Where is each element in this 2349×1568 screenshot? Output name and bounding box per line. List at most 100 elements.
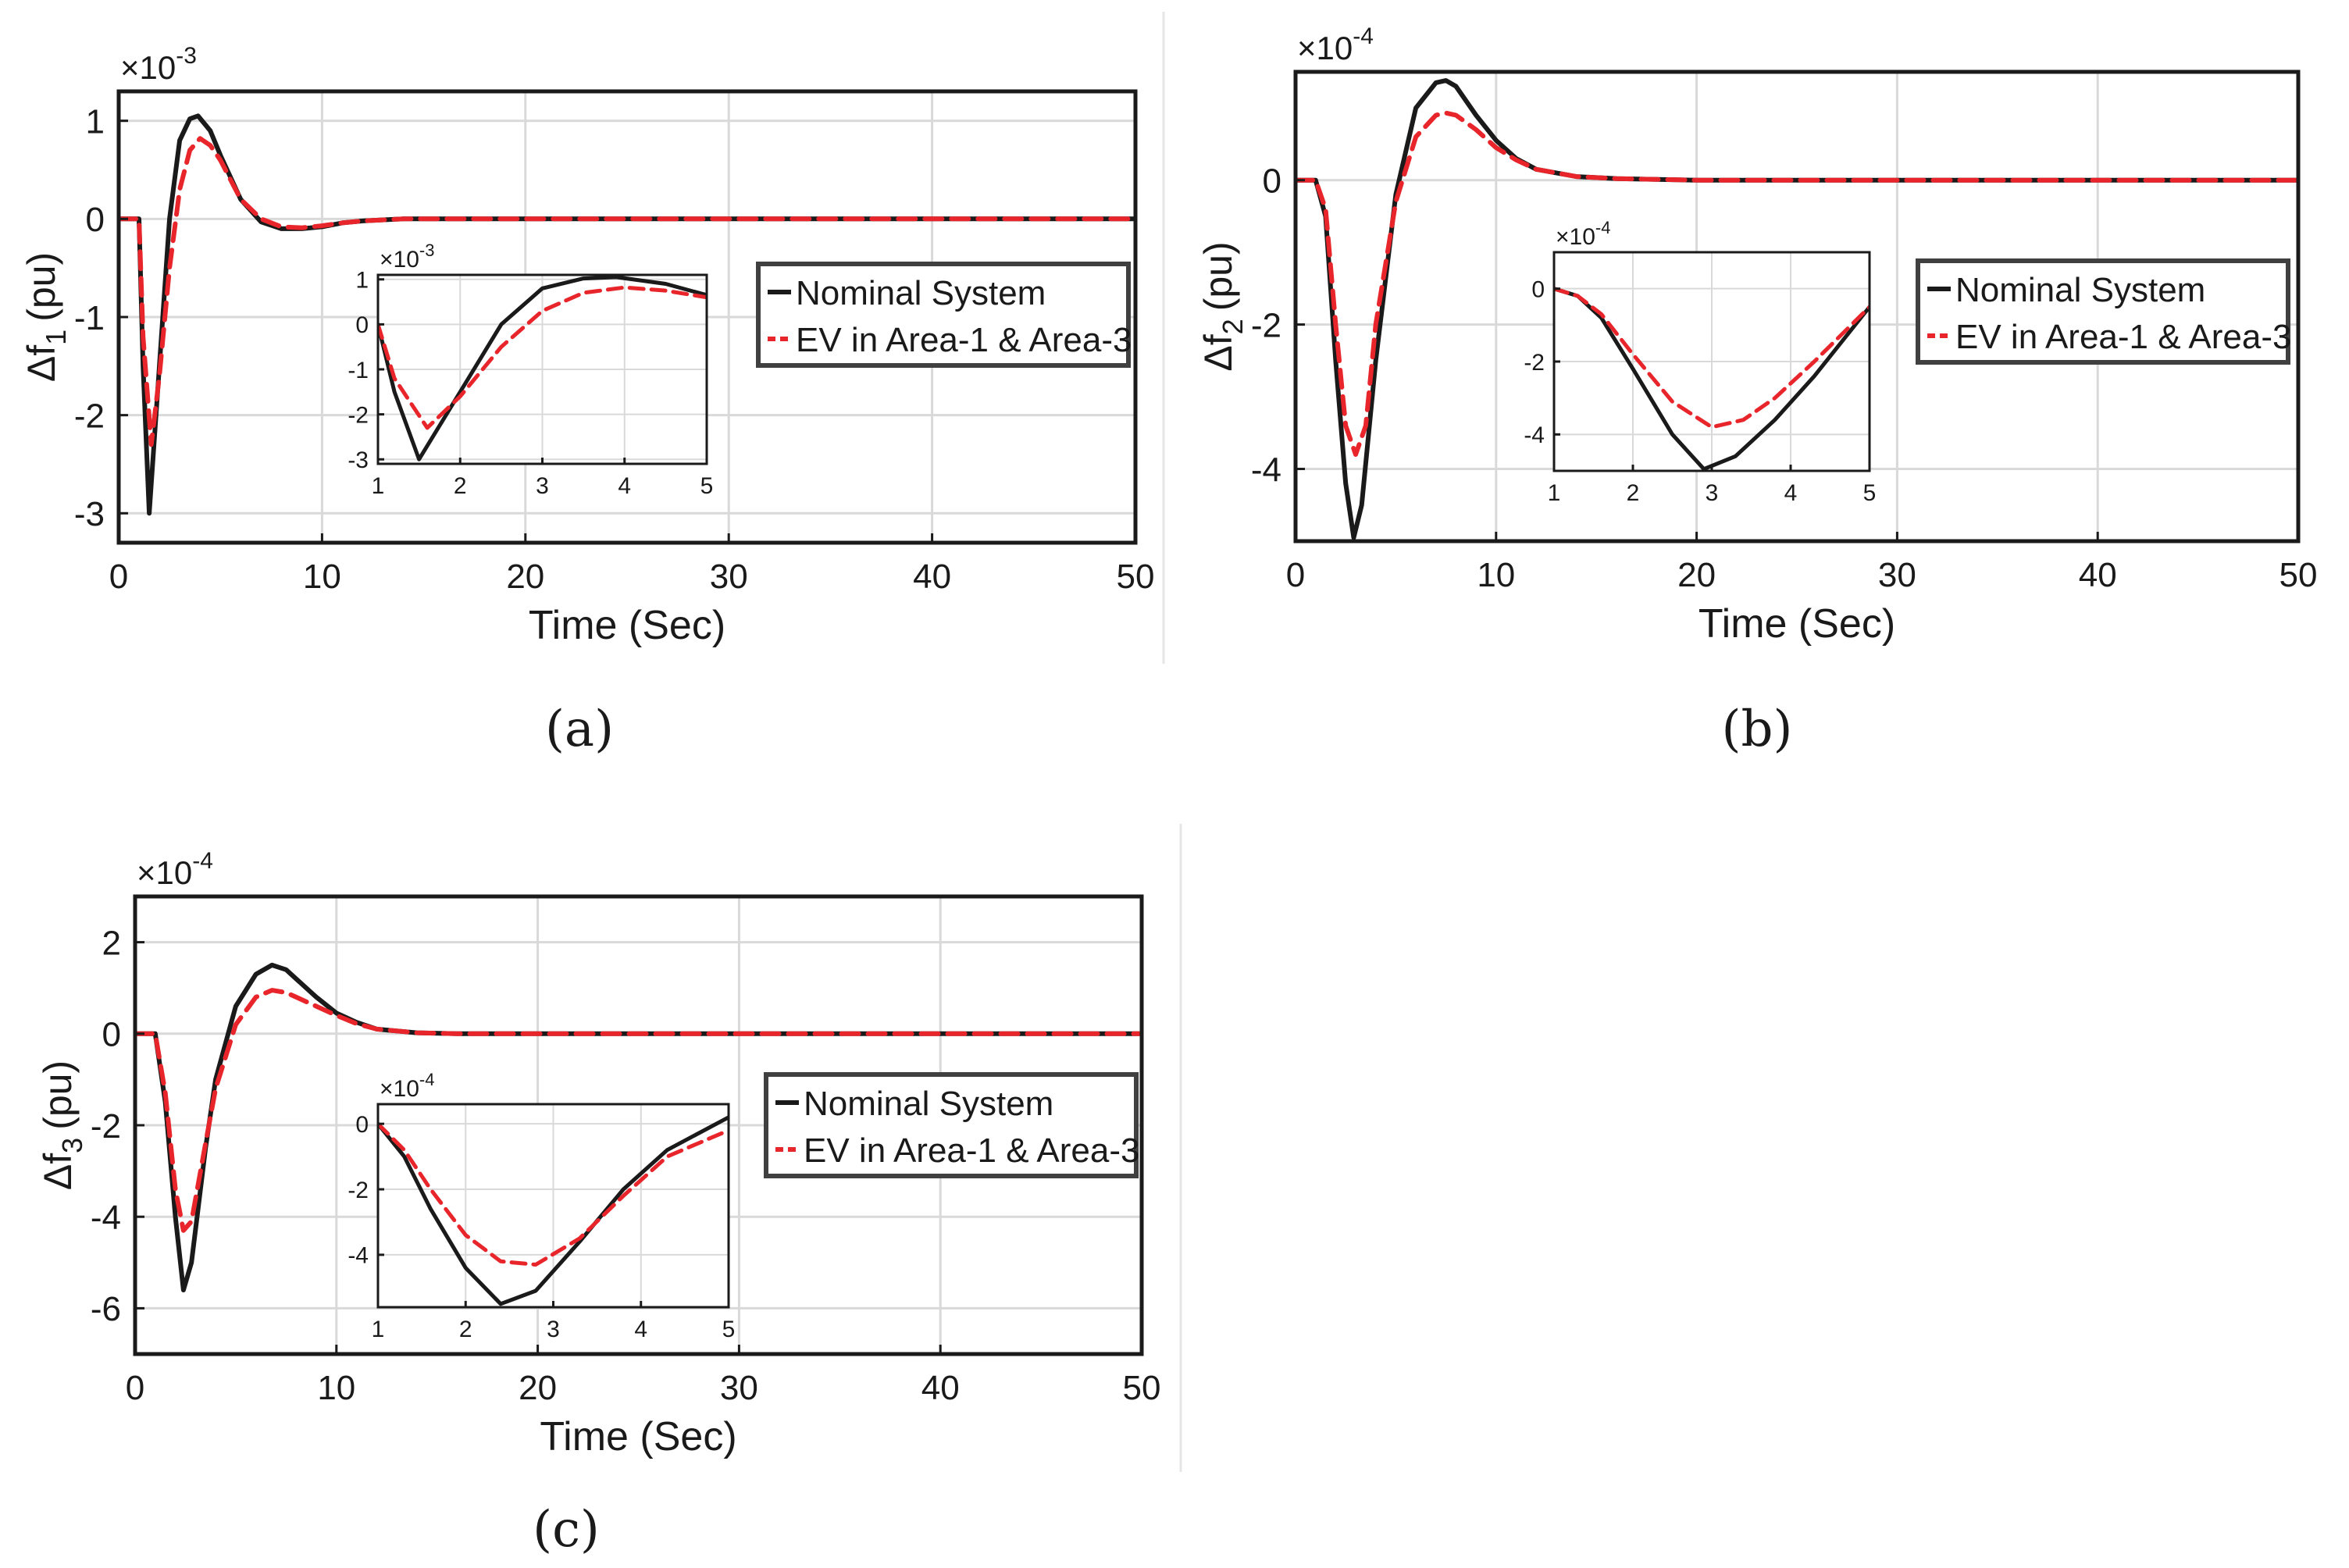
panel-c-main-x-tick-label: 50 [1123, 1369, 1161, 1407]
panel-b-inset-series-nominal-line [1554, 287, 1870, 471]
panel-a-inset-x-tick-label: 1 [372, 473, 385, 499]
panel-b-inset: 1 2 3 4 5 -4 -2 0 ×10-4 [1524, 218, 1876, 506]
panel-c-main-exponent-base: ×10 [137, 854, 192, 891]
panel-a-inset-exponent-base: ×10 [380, 247, 419, 273]
panel-c-inset-y-tick-label: -4 [348, 1243, 369, 1269]
panel-b-main-exponent-power: -4 [1353, 23, 1374, 49]
panel-c-main-exponent-power: -4 [192, 848, 213, 874]
panel-c-y-axis-subscript: 3 [56, 1138, 88, 1153]
panel-b-main-x-tick-label: 50 [2279, 556, 2318, 594]
panel-c-main-x-tick-label: 40 [921, 1369, 960, 1407]
panel-b-inset-exponent-power: -4 [1595, 218, 1611, 237]
panel-b-main-y-tick-label: -2 [1251, 306, 1281, 344]
panel-a-main-y-tick-label: 1 [86, 103, 105, 141]
panel-b-main-series-ev-line [1296, 110, 2298, 457]
panel-c-main-exponent-label: ×10-4 [137, 848, 213, 891]
panel-c-legend: Nominal System EV in Area-1 & Area-3 [764, 1072, 1139, 1178]
panel-a-inset-exponent-label: ×10-3 [380, 241, 434, 273]
panel-a-main-x-tick-label: 10 [303, 558, 341, 596]
panel-a-legend-ev-label: EV in Area-1 & Area-3 [796, 321, 1132, 359]
panel-b-inset-y-tick-label: 0 [1531, 276, 1545, 302]
panel-a-legend-nominal-label: Nominal System [796, 274, 1046, 312]
panel-b-inset-x-tick-label: 4 [1784, 480, 1798, 506]
panel-b-inset-y-tick-label: -4 [1524, 422, 1545, 448]
panel-b-inset-x-tick-label: 5 [1863, 480, 1877, 506]
panel-b-inset-x-tick-label: 3 [1706, 480, 1719, 506]
panel-b-inset-exponent-label: ×10-4 [1556, 218, 1610, 250]
panel-a-inset-y-tick-label: -1 [348, 358, 369, 383]
panel-a-main-x-tick-label: 30 [710, 558, 748, 596]
panel-c-inset-x-tick-label: 3 [547, 1317, 560, 1342]
panel-a-inset-x-tick-label: 4 [618, 473, 631, 499]
panel-a-inset-series-ev-line [378, 285, 707, 430]
panel-c-inset-series-nominal-line [378, 1115, 729, 1306]
panel-b-main-exponent-label: ×10-4 [1297, 23, 1374, 66]
panel-b-main-x-tick-label: 10 [1477, 556, 1515, 594]
panel-a-main-exponent-power: -3 [176, 43, 197, 69]
panel-c-inset-x-tick-label: 5 [722, 1317, 736, 1342]
panel-b-legend: Nominal System EV in Area-1 & Area-3 [1916, 258, 2291, 365]
panel-b-inset-x-tick-label: 2 [1627, 480, 1640, 506]
panel-a-inset-y-tick-label: 1 [355, 268, 369, 294]
panel-c-inset-x-tick-label: 4 [634, 1317, 647, 1342]
panel-c-y-axis-symbol: Δf [36, 1153, 80, 1190]
panel-b-main-x-tick-label: 40 [2079, 556, 2117, 594]
panel-b-inset-y-tick-label: -2 [1524, 350, 1545, 376]
panel-b-legend-ev-label: EV in Area-1 & Area-3 [1955, 318, 2291, 356]
panel-b-main-x-tick-label: 20 [1677, 556, 1716, 594]
panel-a-inset-x-tick-label: 2 [454, 473, 467, 499]
panel-c-legend-box [764, 1072, 1139, 1178]
panel-c-main-y-tick-label: 0 [102, 1016, 121, 1054]
panel-a-x-axis-label: Time (Sec) [529, 603, 725, 648]
panel-c-inset-exponent-label: ×10-4 [380, 1070, 434, 1102]
panel-b-main-axes-frame [1293, 69, 2301, 543]
panel-c-main-y-tick-label: 2 [102, 924, 121, 962]
panel-c-x-axis-label: Time (Sec) [540, 1414, 736, 1459]
panel-c-inset-exponent-base: ×10 [380, 1076, 419, 1102]
panel-c-inset-series-ev-line [378, 1121, 729, 1267]
panel-a-inset-exponent-power: -3 [419, 241, 435, 260]
panel-c-inset-x-tick-label: 1 [372, 1317, 385, 1342]
panel-c-inset-x-tick-label: 2 [459, 1317, 472, 1342]
panel-a-main-exponent-base: ×10 [120, 49, 176, 86]
panel-a-main-y-tick-label: 0 [86, 201, 105, 239]
panel-b-main-x-tick-label: 0 [1286, 556, 1305, 594]
panel-a-inset-series-nominal-line [378, 275, 707, 461]
panel-b-main-exponent-base: ×10 [1297, 30, 1353, 66]
panel-c-inset-y-tick-label: -2 [348, 1178, 369, 1203]
panel-b-inset-x-tick-label: 1 [1548, 480, 1561, 506]
panel-c-main-y-tick-label: -4 [91, 1199, 121, 1237]
panel-b-legend-box [1916, 258, 2290, 365]
panel-c-inset: 1 2 3 4 5-4-20×10-4 [348, 1070, 735, 1342]
panel-c-main-series-ev-line [135, 988, 1142, 1233]
panel-c-main-y-tick-label: -6 [91, 1290, 121, 1328]
panel-a-y-axis-unit: (pu) [20, 252, 63, 322]
panel-a-main-x-tick-label: 0 [109, 558, 128, 596]
panel-a-main-exponent-label: ×10-3 [120, 43, 197, 86]
panel-c-main-x-tick-label: 10 [317, 1369, 355, 1407]
panel-c-y-axis-label: Δf3 (pu) [36, 1060, 88, 1190]
panel-a-main-series-ev-line [119, 136, 1135, 447]
panel-a-label: (a) [545, 700, 614, 758]
panel-c-label: (c) [533, 1501, 600, 1559]
panel-a-inset-x-tick-label: 5 [700, 473, 714, 499]
panel-a-y-axis-symbol: Δf [20, 345, 63, 382]
panel-b-label: (b) [1722, 700, 1793, 758]
panel-b-y-axis-symbol: Δf [1196, 334, 1240, 371]
panel-b-legend-nominal-label: Nominal System [1955, 271, 2205, 309]
panel-a-legend: Nominal System EV in Area-1 & Area-3 [756, 262, 1132, 368]
panel-b-y-axis-label: Δf2 (pu) [1196, 241, 1249, 371]
panel-b-x-axis-label: Time (Sec) [1698, 601, 1895, 647]
panel-b-main-y-tick-label: -4 [1251, 451, 1281, 489]
panel-c-main-x-tick-label: 0 [126, 1369, 144, 1407]
panel-b-y-axis-unit: (pu) [1196, 241, 1240, 311]
panel-c-legend-ev-label: EV in Area-1 & Area-3 [804, 1131, 1139, 1170]
panel-a-inset: 1 2 3 4 5-3-2-101×10-3 [348, 241, 713, 499]
panel-a-y-axis-label: Δf1 (pu) [20, 252, 72, 382]
panel-a-main-x-tick-label: 40 [913, 558, 951, 596]
panel-a-y-axis-subscript: 1 [40, 330, 72, 345]
